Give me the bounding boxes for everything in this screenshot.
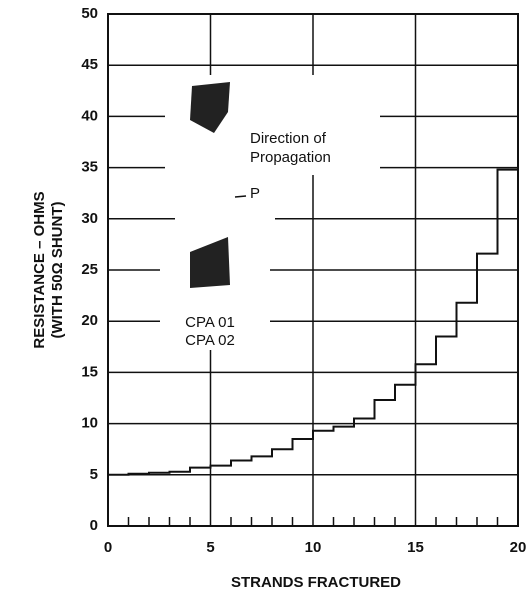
y-tick-label: 30: [81, 210, 98, 227]
x-tick-label: 20: [510, 539, 527, 556]
step-line: [108, 168, 518, 476]
y-tick-label: 20: [81, 312, 98, 329]
annotation: Direction of: [250, 130, 327, 147]
y-tick-label: 0: [90, 517, 98, 534]
specimen-bottom: [190, 237, 230, 288]
annotation: CPA 01: [185, 314, 235, 331]
y-tick-label: 35: [81, 159, 98, 176]
y-tick-label: 10: [81, 415, 98, 432]
pointer: [234, 195, 247, 198]
y-tick-label: 50: [81, 5, 98, 22]
annotation: P: [250, 185, 260, 202]
x-tick-label: 5: [206, 539, 214, 556]
specimen-top: [190, 82, 230, 133]
x-axis-title: STRANDS FRACTURED: [231, 574, 401, 591]
annotation: CPA 02: [185, 332, 235, 349]
x-tick-label: 0: [104, 539, 112, 556]
y-axis-title: RESISTANCE – OHMS: [31, 191, 48, 348]
plot-frame: [107, 13, 519, 527]
y-tick-label: 5: [90, 466, 98, 483]
annotation: Propagation: [250, 149, 331, 166]
x-tick-label: 10: [305, 539, 322, 556]
inset-bg: [175, 175, 275, 230]
y-tick-label: 45: [81, 56, 98, 73]
y-tick-label: 25: [81, 261, 98, 278]
y-axis-title: (WITH 50Ω SHUNT): [49, 201, 66, 338]
y-tick-label: 15: [81, 363, 98, 380]
x-tick-label: 15: [407, 539, 424, 556]
y-tick-label: 40: [81, 107, 98, 124]
